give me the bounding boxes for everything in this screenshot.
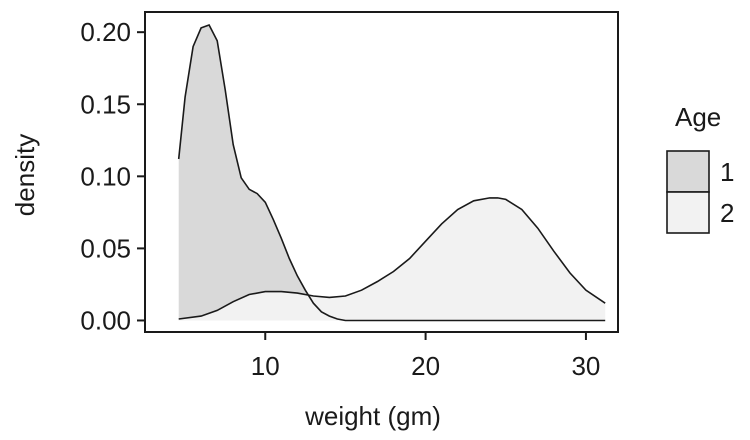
density-area-age-1 [178, 25, 606, 321]
legend-key-age-2 [666, 191, 710, 234]
x-axis: 10 20 30 [251, 332, 600, 381]
y-tick-label: 0.20 [80, 17, 131, 47]
density-line-age-2 [178, 197, 606, 320]
x-tick-label: 20 [411, 351, 440, 381]
density-area-age-2 [178, 197, 606, 321]
legend-key-age-1 [666, 150, 710, 193]
legend-label-age-1: 1 [720, 157, 734, 187]
legend-title: Age [675, 102, 721, 132]
density-areas [177, 24, 606, 322]
legend: Age 1 2 [666, 102, 734, 234]
x-axis-title: weight (gm) [304, 401, 441, 431]
y-tick-label: 0.00 [80, 305, 131, 335]
density-line-age-1 [177, 24, 606, 322]
y-tick-label: 0.10 [80, 161, 131, 191]
x-tick-label: 30 [571, 351, 600, 381]
plot-panel-border [144, 11, 619, 333]
y-axis: 0.00 0.05 0.10 0.15 0.20 [80, 17, 145, 335]
x-tick-label: 10 [251, 351, 280, 381]
y-axis-title: density [10, 134, 40, 216]
y-tick-label: 0.15 [80, 89, 131, 119]
y-tick-label: 0.05 [80, 233, 131, 263]
legend-label-age-2: 2 [720, 198, 734, 228]
